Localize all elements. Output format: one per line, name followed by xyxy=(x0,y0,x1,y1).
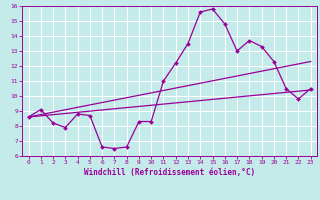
X-axis label: Windchill (Refroidissement éolien,°C): Windchill (Refroidissement éolien,°C) xyxy=(84,168,255,177)
